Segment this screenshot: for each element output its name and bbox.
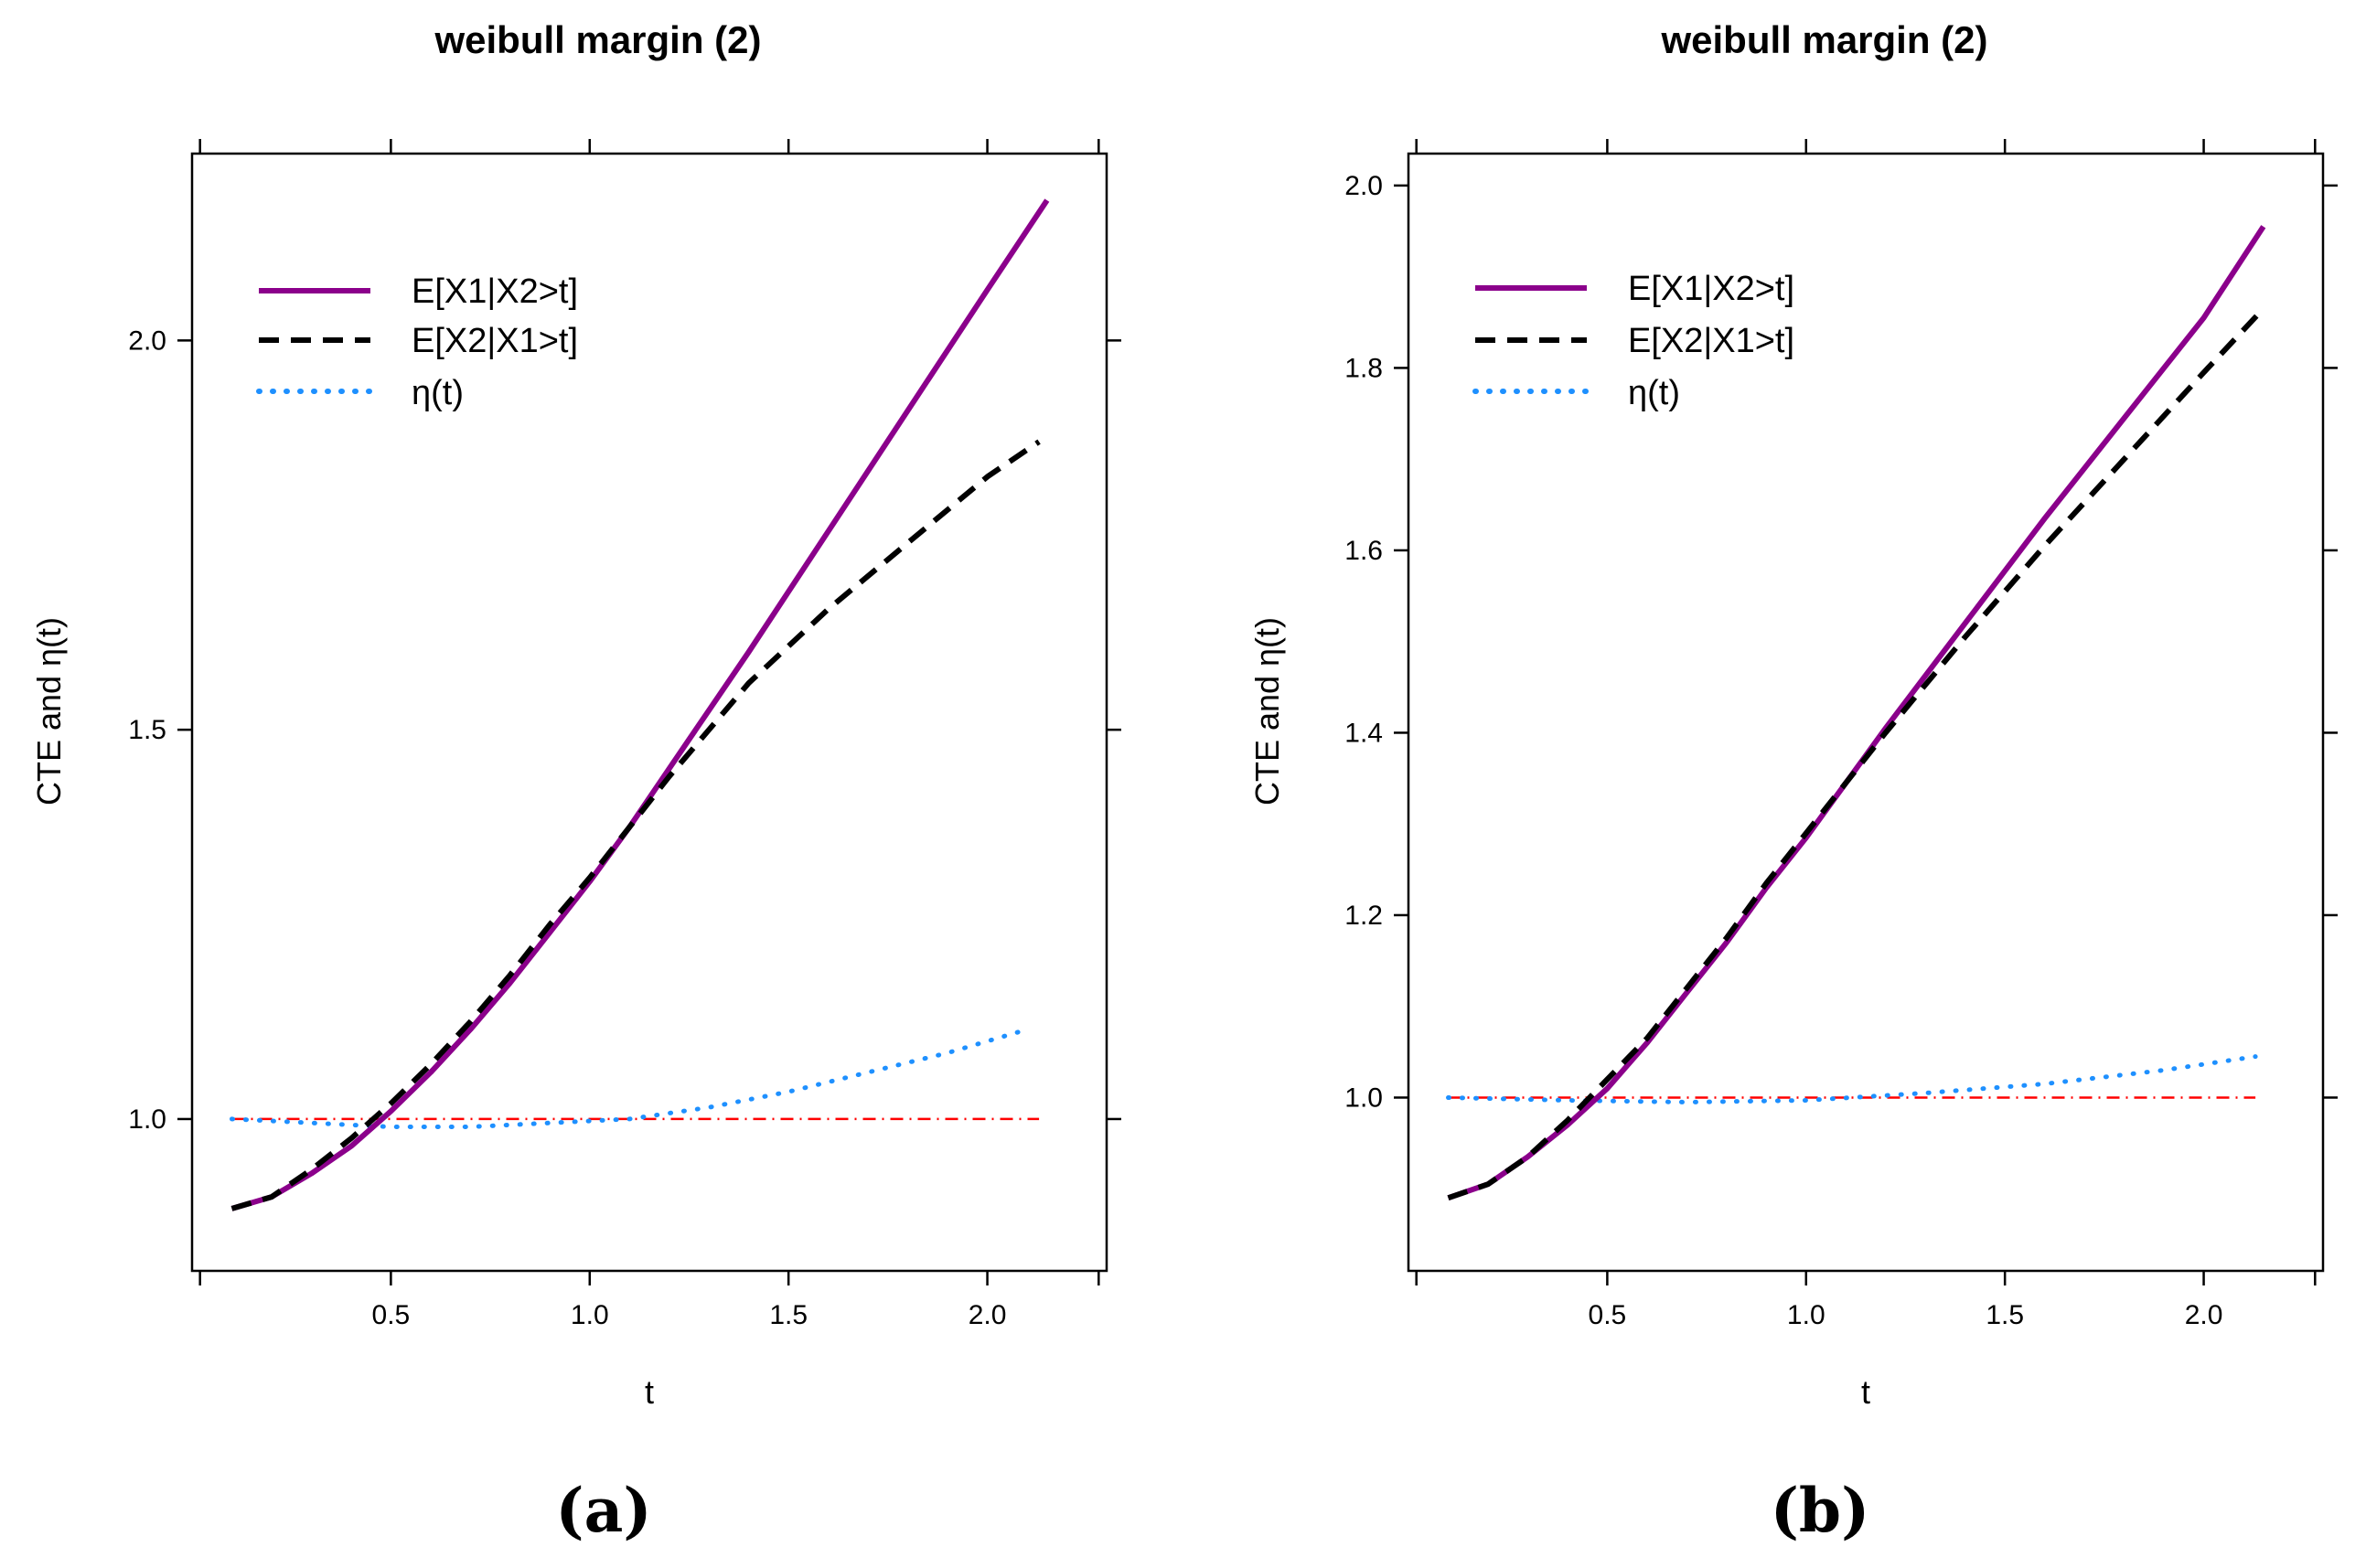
panel-b-legend-label-2: E[X2|X1>t] bbox=[1628, 322, 1794, 360]
panel-b-legend: E[X1|X2>t] E[X2|X1>t] η(t) bbox=[1472, 270, 1794, 412]
panel-a-legend: E[X1|X2>t] E[X2|X1>t] η(t) bbox=[256, 272, 578, 412]
panel-b-x-tick-label: 0.5 bbox=[1589, 1300, 1627, 1330]
panel-a-y-tick-label: 1.5 bbox=[128, 715, 166, 745]
panel-a-legend-label-1: E[X1|X2>t] bbox=[412, 272, 578, 311]
panel-a-plot-frame bbox=[190, 152, 1108, 1273]
panel-b-legend-label-1: E[X1|X2>t] bbox=[1628, 270, 1794, 308]
panel-a-legend-label-3: η(t) bbox=[412, 374, 464, 412]
panel-b-plot-frame bbox=[1407, 152, 2325, 1273]
panel-b-y-tick-label: 2.0 bbox=[1344, 171, 1383, 201]
panel-b-y-tick-label: 1.6 bbox=[1344, 536, 1383, 566]
panel-a-x-tick-label: 1.0 bbox=[571, 1300, 609, 1330]
panel-b-x-tick-label: 1.5 bbox=[1986, 1300, 2024, 1330]
panel-a-series-dotted bbox=[230, 1027, 1030, 1129]
panel-b-y-tick-label: 1.8 bbox=[1344, 353, 1383, 383]
panel-a-caption: (a) bbox=[555, 1475, 651, 1546]
panel-b-series-dashed bbox=[1447, 306, 2265, 1201]
panel-a-title: weibull margin (2) bbox=[434, 18, 761, 61]
panel-b-y-tick-label: 1.0 bbox=[1344, 1083, 1383, 1113]
panel-b-ticks: 0.5 1.0 1.5 2.0 1.0 1.2 1.4 1.6 1.8 2.0 bbox=[1344, 139, 2338, 1330]
panel-b-caption: (b) bbox=[1771, 1475, 1870, 1546]
panel-b-title: weibull margin (2) bbox=[1660, 18, 1987, 61]
panel-a-series-dashed bbox=[230, 439, 1041, 1211]
panel-b-y-tick-label: 1.2 bbox=[1344, 901, 1383, 931]
panel-b-y-axis-label: CTE and η(t) bbox=[1248, 617, 1286, 805]
panel-b-x-axis-label: t bbox=[1861, 1373, 1870, 1411]
panel-a-y-axis-label: CTE and η(t) bbox=[30, 617, 68, 805]
panel-a-y-tick-label: 1.0 bbox=[128, 1104, 166, 1135]
panel-a-legend-label-2: E[X2|X1>t] bbox=[412, 322, 578, 360]
panel-b-series-solid bbox=[1447, 225, 2266, 1201]
panel-b-y-tick-label: 1.4 bbox=[1344, 718, 1383, 748]
panel-a-series bbox=[230, 198, 1050, 1211]
panel-b-x-tick-label: 2.0 bbox=[2185, 1300, 2223, 1330]
panel-b: weibull margin (2) 0.5 1.0 1.5 2.0 1.0 1.2 1.4… bbox=[1248, 18, 2338, 1546]
panel-a-x-axis-label: t bbox=[645, 1373, 654, 1411]
panel-a-y-tick-label: 2.0 bbox=[128, 325, 166, 356]
panel-a-ticks: 0.5 1.0 1.5 2.0 1.0 1.5 2.0 bbox=[128, 139, 1121, 1330]
panel-a-x-tick-label: 0.5 bbox=[372, 1300, 411, 1330]
panel-b-x-tick-label: 1.0 bbox=[1787, 1300, 1825, 1330]
panel-b-series bbox=[1446, 225, 2266, 1201]
panel-a-x-tick-label: 1.5 bbox=[769, 1300, 808, 1330]
panel-a-x-tick-label: 2.0 bbox=[969, 1300, 1007, 1330]
panel-a-series-solid bbox=[230, 198, 1050, 1211]
panel-b-legend-label-3: η(t) bbox=[1628, 374, 1680, 412]
panel-a: weibull margin (2) 0.5 1.0 1.5 2.0 1.0 1.5 2.0… bbox=[30, 18, 1121, 1546]
panel-b-series-dotted bbox=[1446, 1054, 2258, 1104]
